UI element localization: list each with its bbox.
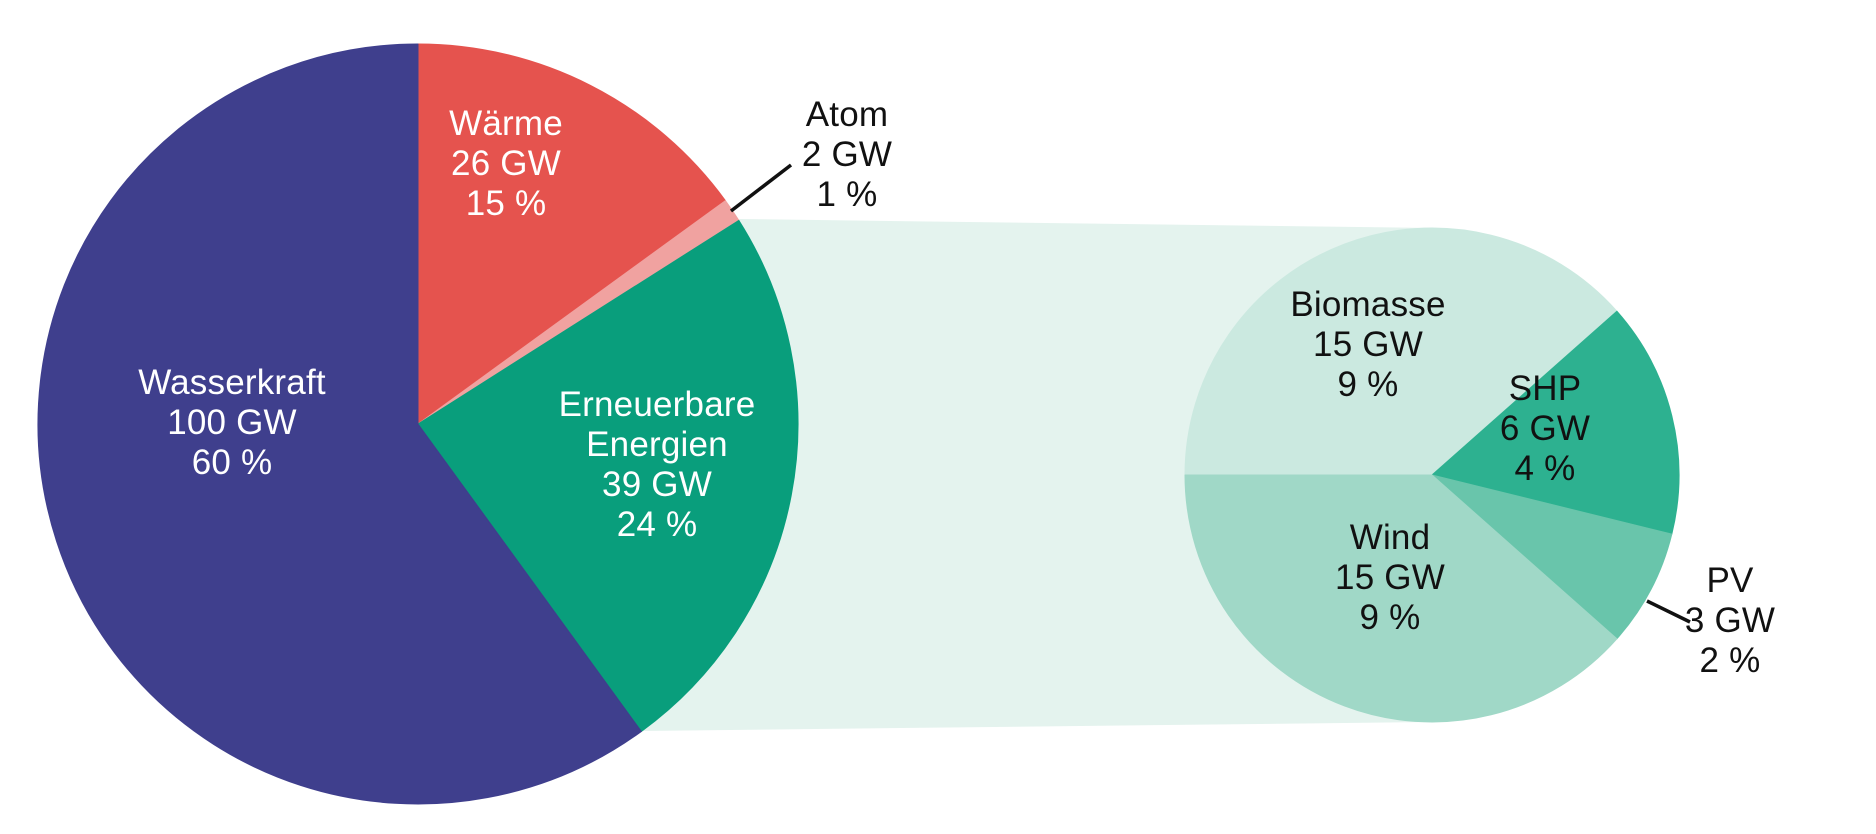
wedge-erneuerbare-energien [417, 219, 799, 732]
wedge-biomasse [1184, 227, 1618, 476]
pv-leader [1646, 599, 1691, 624]
wedge-pv [1431, 474, 1673, 640]
wedge-shp [1431, 310, 1680, 535]
wedge-wasserkraft [37, 43, 642, 805]
wedge-wind [1184, 474, 1618, 723]
wedge-waerme [417, 43, 726, 425]
atom-leader [729, 163, 793, 213]
